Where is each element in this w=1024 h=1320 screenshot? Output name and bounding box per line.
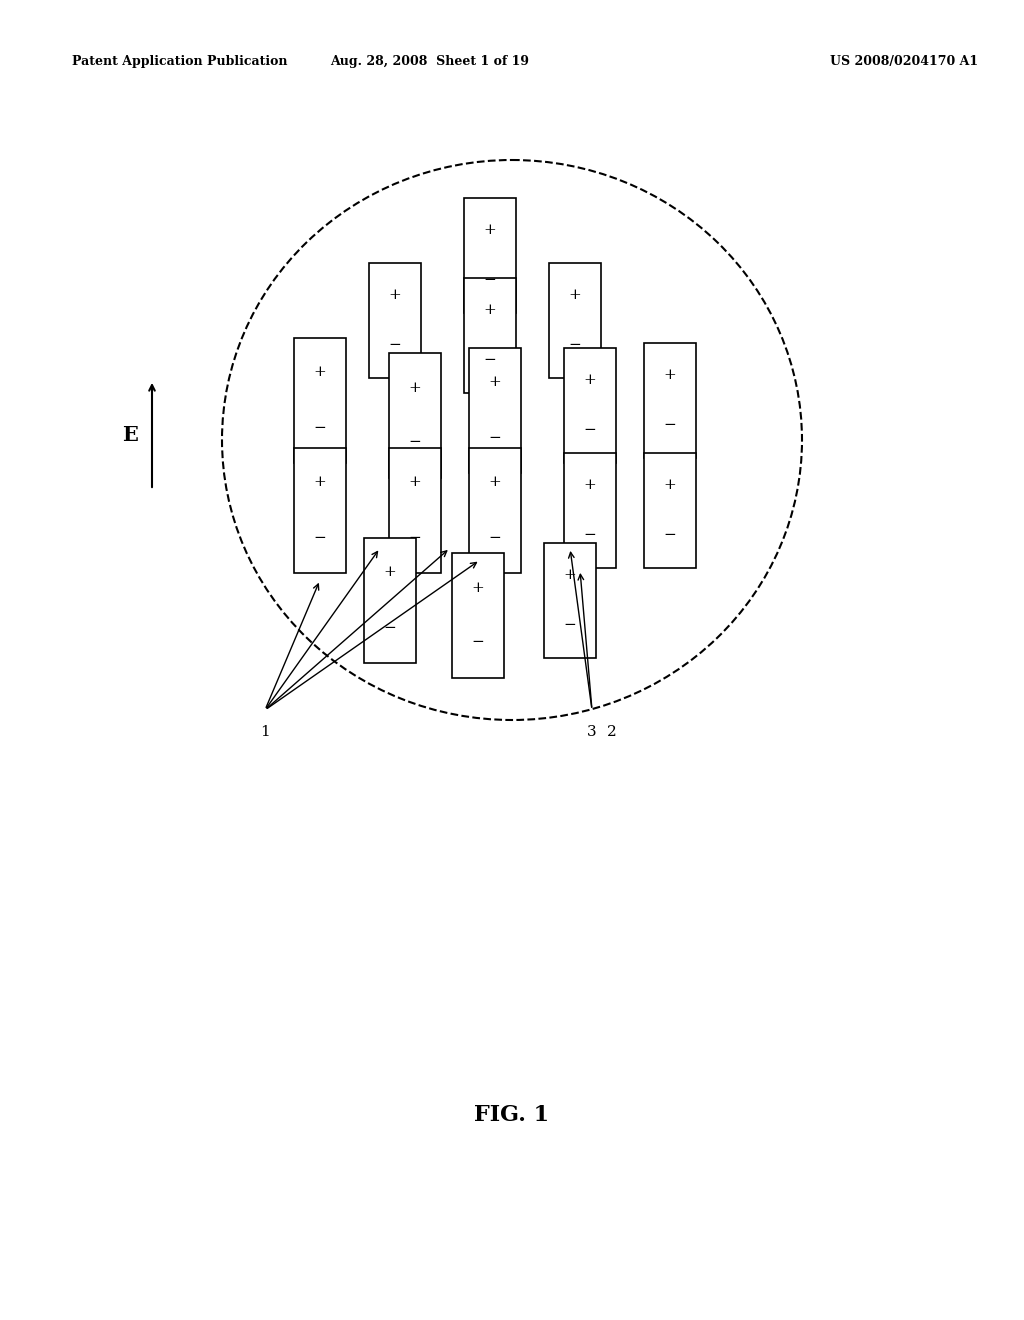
Text: 3: 3: [587, 725, 597, 739]
Text: −: −: [313, 531, 327, 544]
Bar: [294, 338, 346, 462]
Text: −: −: [664, 528, 677, 543]
Text: −: −: [563, 618, 577, 632]
Text: +: +: [584, 478, 596, 492]
Text: −: −: [664, 418, 677, 433]
Text: −: −: [568, 338, 582, 352]
Text: −: −: [488, 531, 502, 544]
Bar: [452, 553, 504, 677]
Text: +: +: [472, 581, 484, 594]
Bar: [389, 352, 441, 478]
Text: +: +: [664, 478, 677, 492]
Text: −: −: [584, 528, 596, 543]
Text: +: +: [384, 565, 396, 579]
Text: −: −: [389, 338, 401, 352]
Text: Aug. 28, 2008  Sheet 1 of 19: Aug. 28, 2008 Sheet 1 of 19: [331, 55, 529, 69]
Bar: [644, 453, 696, 568]
Text: +: +: [483, 223, 497, 236]
Text: −: −: [483, 273, 497, 288]
Text: 2: 2: [607, 725, 616, 739]
Bar: [544, 543, 596, 657]
Text: +: +: [584, 372, 596, 387]
Text: +: +: [568, 288, 582, 302]
Text: FIG. 1: FIG. 1: [474, 1104, 550, 1126]
Text: +: +: [389, 288, 401, 302]
Text: −: −: [313, 421, 327, 434]
Bar: [644, 342, 696, 458]
Bar: [469, 447, 521, 573]
Bar: [464, 198, 516, 313]
Text: +: +: [488, 475, 502, 490]
Text: −: −: [409, 436, 421, 450]
Text: +: +: [313, 475, 327, 490]
Bar: [294, 447, 346, 573]
Text: +: +: [409, 475, 421, 490]
Text: −: −: [483, 354, 497, 367]
Text: −: −: [384, 620, 396, 635]
Text: −: −: [584, 424, 596, 437]
Text: +: +: [409, 380, 421, 395]
Text: −: −: [409, 531, 421, 544]
Text: E: E: [122, 425, 138, 445]
Text: −: −: [472, 635, 484, 649]
Text: Patent Application Publication: Patent Application Publication: [72, 55, 288, 69]
Bar: [464, 277, 516, 392]
Bar: [369, 263, 421, 378]
Text: −: −: [488, 430, 502, 445]
Bar: [364, 537, 416, 663]
Text: +: +: [313, 366, 327, 380]
Text: +: +: [488, 375, 502, 389]
Text: +: +: [664, 368, 677, 381]
Bar: [549, 263, 601, 378]
Text: 1: 1: [260, 725, 270, 739]
Text: +: +: [563, 568, 577, 582]
Bar: [389, 447, 441, 573]
Text: US 2008/0204170 A1: US 2008/0204170 A1: [830, 55, 978, 69]
Bar: [564, 453, 616, 568]
Bar: [469, 347, 521, 473]
Bar: [564, 347, 616, 462]
Text: +: +: [483, 302, 497, 317]
